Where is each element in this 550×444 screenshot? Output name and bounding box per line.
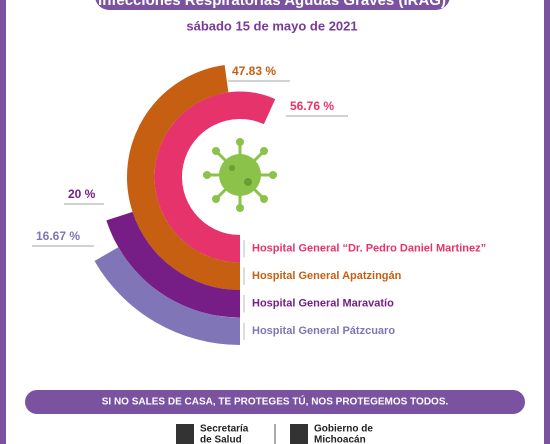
right-border: [544, 0, 550, 444]
legend-label: Hospital General Pátzcuaro: [252, 325, 395, 337]
radial-bar: [154, 91, 276, 263]
logo-text: Michoacán: [314, 435, 366, 444]
legend-row: [240, 318, 530, 344]
left-border: [0, 0, 6, 444]
legend-label: Hospital General “Dr. Pedro Daniel Marti…: [252, 243, 486, 255]
legend-row: [240, 236, 530, 262]
radial-bar: [106, 211, 240, 318]
legend-row: [240, 291, 530, 317]
radial-bar: [94, 247, 240, 345]
virus-icon: [203, 138, 277, 212]
legend-label: Hospital General Apatzingán: [252, 270, 402, 282]
value-label: 56.76 %: [290, 99, 334, 113]
logo-text: Secretaría: [200, 424, 249, 435]
legend-row: [240, 263, 530, 289]
value-label: 16.67 %: [36, 229, 80, 243]
legend-label: Hospital General Maravatío: [252, 298, 394, 310]
slogan-banner: [25, 390, 525, 414]
chart-title: Infecciones Respiratorias Agudas Graves …: [98, 0, 446, 9]
logo-emblem: [176, 424, 194, 444]
value-label: 20 %: [68, 187, 96, 201]
logo-text: Gobierno de: [314, 424, 373, 435]
logo-text: de Salud: [200, 435, 242, 444]
chart-subtitle: sábado 15 de mayo de 2021: [186, 18, 357, 33]
title-banner: [95, 0, 450, 10]
radial-bar: [127, 65, 240, 290]
logo-emblem: [290, 424, 308, 444]
slogan: SI NO SALES DE CASA, TE PROTEGES TÚ, NOS…: [102, 395, 449, 408]
value-label: 47.83 %: [232, 64, 276, 78]
